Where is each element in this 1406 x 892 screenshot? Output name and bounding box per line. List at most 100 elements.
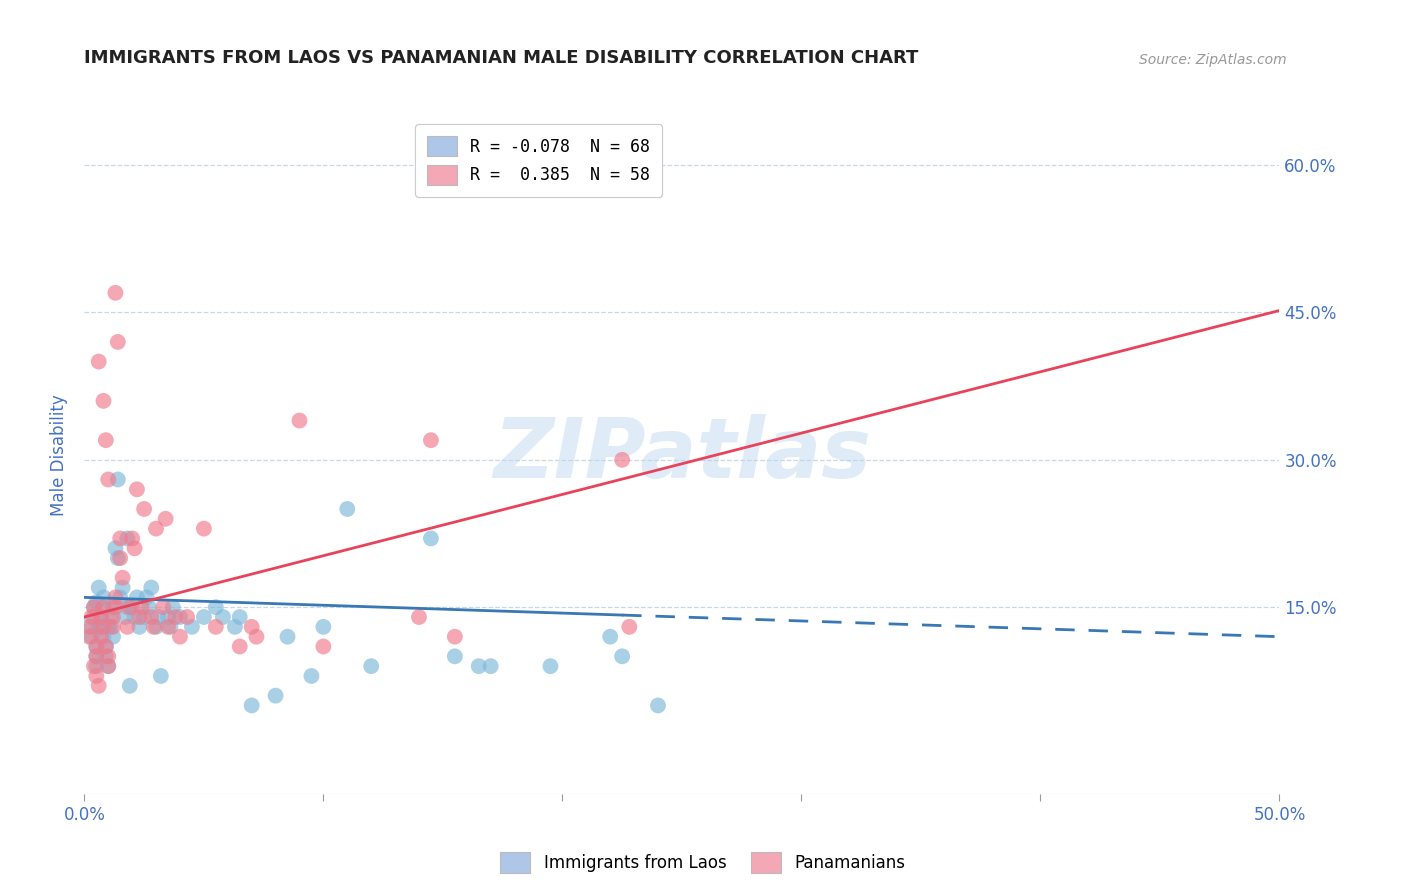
Point: [94, 640, 117, 654]
Point: [86, 649, 108, 664]
Point: [86, 669, 108, 683]
Legend: R = -0.078  N = 68, R =  0.385  N = 58: R = -0.078 N = 68, R = 0.385 N = 58: [415, 124, 662, 196]
Point: [141, 610, 163, 624]
Point: [111, 571, 134, 585]
Point: [479, 659, 502, 673]
Point: [420, 433, 443, 447]
Point: [612, 649, 634, 664]
Point: [93, 630, 115, 644]
Point: [83, 600, 105, 615]
Point: [128, 620, 150, 634]
Point: [94, 433, 117, 447]
Point: [124, 541, 146, 556]
Point: [193, 522, 215, 536]
Point: [169, 610, 191, 624]
Point: [145, 522, 167, 536]
Point: [97, 659, 120, 673]
Point: [599, 630, 621, 644]
Point: [86, 659, 108, 673]
Point: [93, 591, 115, 605]
Point: [165, 610, 187, 624]
Point: [132, 610, 156, 624]
Point: [101, 620, 124, 634]
Point: [110, 532, 132, 546]
Point: [87, 620, 110, 634]
Point: [101, 610, 124, 624]
Point: [301, 669, 323, 683]
Point: [135, 591, 157, 605]
Point: [77, 620, 100, 634]
Point: [118, 679, 141, 693]
Point: [104, 591, 127, 605]
Point: [107, 334, 129, 349]
Point: [176, 610, 198, 624]
Point: [117, 600, 139, 615]
Point: [124, 610, 146, 624]
Point: [114, 610, 136, 624]
Y-axis label: Male Disability: Male Disability: [51, 394, 69, 516]
Point: [205, 600, 228, 615]
Point: [121, 600, 143, 615]
Point: [80, 620, 103, 634]
Point: [86, 640, 108, 654]
Point: [110, 551, 132, 566]
Text: Source: ZipAtlas.com: Source: ZipAtlas.com: [1139, 53, 1286, 67]
Point: [77, 630, 100, 644]
Point: [93, 393, 115, 408]
Point: [212, 610, 235, 624]
Point: [90, 610, 112, 624]
Point: [118, 600, 141, 615]
Point: [181, 620, 204, 634]
Point: [205, 620, 228, 634]
Point: [138, 600, 160, 615]
Point: [83, 610, 105, 624]
Legend: Immigrants from Laos, Panamanians: Immigrants from Laos, Panamanians: [494, 846, 912, 880]
Point: [100, 620, 122, 634]
Point: [97, 659, 120, 673]
Point: [312, 640, 335, 654]
Point: [229, 640, 252, 654]
Point: [83, 600, 105, 615]
Point: [540, 659, 562, 673]
Point: [101, 600, 124, 615]
Point: [90, 620, 112, 634]
Point: [155, 512, 177, 526]
Point: [110, 591, 132, 605]
Point: [93, 600, 115, 615]
Point: [104, 541, 127, 556]
Point: [444, 630, 467, 644]
Point: [97, 473, 120, 487]
Text: IMMIGRANTS FROM LAOS VS PANAMANIAN MALE DISABILITY CORRELATION CHART: IMMIGRANTS FROM LAOS VS PANAMANIAN MALE …: [84, 49, 918, 67]
Point: [87, 354, 110, 368]
Point: [125, 483, 148, 497]
Point: [93, 620, 115, 634]
Point: [94, 649, 117, 664]
Point: [141, 581, 163, 595]
Point: [444, 649, 467, 664]
Point: [468, 659, 491, 673]
Point: [86, 595, 108, 609]
Point: [264, 689, 287, 703]
Point: [97, 649, 120, 664]
Point: [100, 610, 122, 624]
Point: [131, 600, 153, 615]
Point: [277, 630, 299, 644]
Point: [121, 532, 143, 546]
Point: [619, 620, 641, 634]
Point: [420, 532, 443, 546]
Point: [97, 620, 120, 634]
Point: [86, 640, 108, 654]
Point: [117, 532, 139, 546]
Point: [148, 610, 170, 624]
Point: [229, 610, 252, 624]
Point: [240, 698, 263, 713]
Point: [94, 640, 117, 654]
Point: [83, 659, 105, 673]
Point: [647, 698, 669, 713]
Point: [312, 620, 335, 634]
Point: [408, 610, 430, 624]
Point: [145, 620, 167, 634]
Point: [80, 610, 103, 624]
Point: [149, 669, 172, 683]
Point: [86, 649, 108, 664]
